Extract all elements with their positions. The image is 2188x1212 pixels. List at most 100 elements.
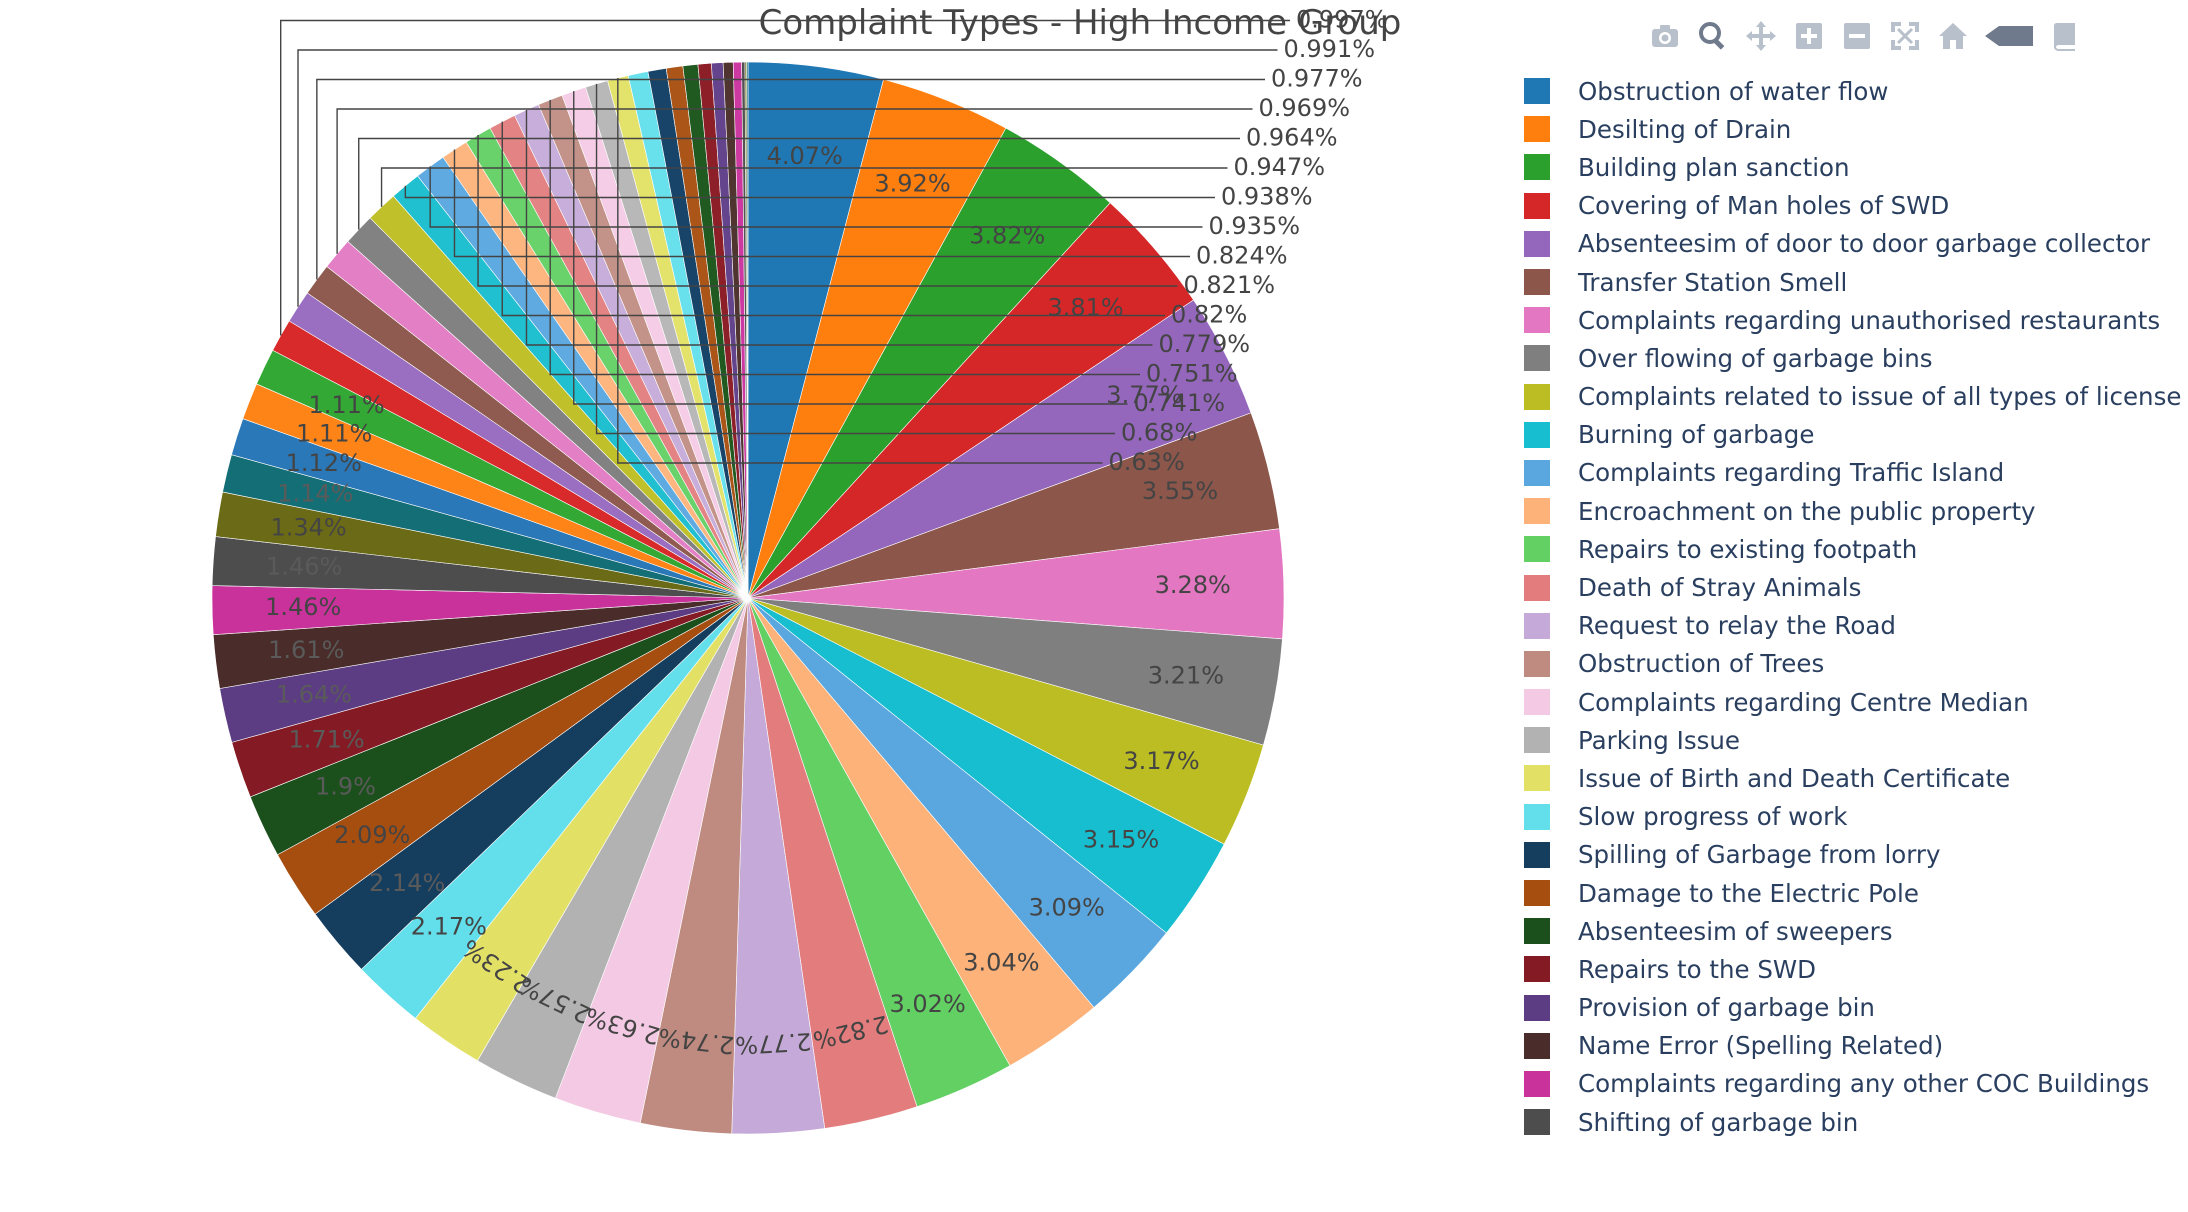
legend-swatch bbox=[1524, 574, 1550, 601]
slice-label: 2.09% bbox=[334, 821, 410, 849]
legend-item[interactable]: Slow progress of work bbox=[1524, 798, 2181, 836]
legend-item[interactable]: Over flowing of garbage bins bbox=[1524, 339, 2181, 377]
legend-item[interactable]: Complaints related to issue of all types… bbox=[1524, 378, 2181, 416]
legend-label: Provision of garbage bin bbox=[1578, 993, 1875, 1023]
legend-swatch bbox=[1524, 880, 1550, 907]
legend-item[interactable]: Obstruction of Trees bbox=[1524, 645, 2181, 683]
slice-label: 3.09% bbox=[1029, 893, 1105, 921]
leader-line bbox=[525, 109, 1153, 346]
slice-label: 0.935% bbox=[1209, 212, 1301, 240]
leader-line bbox=[358, 137, 1240, 230]
slice-label: 3.77% bbox=[1106, 381, 1182, 409]
slice-label: 0.969% bbox=[1259, 94, 1351, 122]
legend-item[interactable]: Encroachment on the public property bbox=[1524, 492, 2181, 530]
slice-label: 0.741% bbox=[1134, 389, 1226, 417]
leader-line bbox=[429, 166, 1203, 228]
leader-lines bbox=[280, 19, 1290, 464]
legend-swatch bbox=[1524, 803, 1550, 830]
legend-item[interactable]: Desilting of Drain bbox=[1524, 110, 2181, 148]
legend-item[interactable]: Damage to the Electric Pole bbox=[1524, 874, 2181, 912]
legend-swatch bbox=[1524, 421, 1550, 448]
slice-label: 1.61% bbox=[268, 636, 344, 664]
slice-label: 1.71% bbox=[288, 726, 364, 754]
legend-swatch bbox=[1524, 116, 1550, 143]
legend-swatch bbox=[1524, 536, 1550, 563]
slice-label: 0.964% bbox=[1246, 124, 1338, 152]
legend-item[interactable]: Complaints regarding Centre Median bbox=[1524, 683, 2181, 721]
legend-label: Issue of Birth and Death Certificate bbox=[1578, 763, 2011, 793]
legend-swatch bbox=[1524, 650, 1550, 677]
legend-swatch bbox=[1524, 78, 1550, 105]
legend-swatch bbox=[1524, 269, 1550, 296]
legend-item[interactable]: Complaints regarding unauthorised restau… bbox=[1524, 301, 2181, 339]
slice-label: 1.14% bbox=[277, 479, 353, 507]
legend-item[interactable]: Absenteesim of sweepers bbox=[1524, 912, 2181, 950]
slice-label: 3.04% bbox=[963, 949, 1039, 977]
legend-swatch bbox=[1524, 383, 1550, 410]
slice-label: 0.68% bbox=[1121, 419, 1197, 447]
slice-label: 0.938% bbox=[1221, 183, 1313, 211]
legend-item[interactable]: Building plan sanction bbox=[1524, 148, 2181, 186]
legend-label: Desilting of Drain bbox=[1578, 114, 1792, 144]
legend-swatch bbox=[1524, 1109, 1550, 1136]
pie-slice[interactable] bbox=[746, 61, 749, 599]
slice-label: 3.02% bbox=[890, 990, 966, 1018]
legend-item[interactable]: Repairs to existing footpath bbox=[1524, 530, 2181, 568]
slice-label: 0.82% bbox=[1171, 301, 1247, 329]
slice-label: 3.21% bbox=[1148, 661, 1224, 689]
slice-label: 3.17% bbox=[1123, 747, 1199, 775]
slice-label: 3.82% bbox=[969, 221, 1045, 249]
slice-label: 0.977% bbox=[1271, 65, 1363, 93]
slice-label: 3.15% bbox=[1083, 825, 1159, 853]
legend-swatch bbox=[1524, 689, 1550, 716]
slice-label: 3.81% bbox=[1047, 293, 1123, 321]
pan-icon[interactable] bbox=[1741, 16, 1781, 56]
camera-icon[interactable] bbox=[1645, 16, 1685, 56]
home-icon[interactable] bbox=[1933, 16, 1973, 56]
legend-item[interactable]: Death of Stray Animals bbox=[1524, 568, 2181, 606]
slice-labels: 4.07% 3.92% 3.82% 3.81% 3.77% 3.55% 3.28% 3.21%… bbox=[265, 6, 1387, 1060]
legend-item[interactable]: Transfer Station Smell bbox=[1524, 263, 2181, 301]
legend-item[interactable]: Burning of garbage bbox=[1524, 416, 2181, 454]
slice-label: 3.55% bbox=[1142, 477, 1218, 505]
legend-swatch bbox=[1524, 307, 1550, 334]
legend-label: Over flowing of garbage bins bbox=[1578, 343, 1933, 373]
legend-item[interactable]: Complaints regarding any other COC Build… bbox=[1524, 1065, 2181, 1103]
leader-line bbox=[595, 83, 1115, 435]
legend-swatch bbox=[1524, 230, 1550, 257]
legend-item[interactable]: Covering of Man holes of SWD bbox=[1524, 187, 2181, 225]
legend-label: Repairs to existing footpath bbox=[1578, 534, 1918, 564]
legend-item[interactable]: Obstruction of water flow bbox=[1524, 72, 2181, 110]
slice-label: 0.63% bbox=[1109, 448, 1185, 476]
legend-label: Parking Issue bbox=[1578, 725, 1740, 755]
leader-line bbox=[501, 121, 1165, 317]
slice-label: 0.779% bbox=[1159, 330, 1251, 358]
legend-item[interactable]: Name Error (Spelling Related) bbox=[1524, 1027, 2181, 1065]
legend-label: Death of Stray Animals bbox=[1578, 573, 1862, 603]
slice-label: 0.824% bbox=[1196, 242, 1288, 270]
legend-item[interactable]: Shifting of garbage bin bbox=[1524, 1103, 2181, 1141]
legend-item[interactable]: Complaints regarding Traffic Island bbox=[1524, 454, 2181, 492]
legend-item[interactable]: Issue of Birth and Death Certificate bbox=[1524, 759, 2181, 797]
toggle-spike-icon[interactable] bbox=[1981, 16, 2037, 56]
legend: Obstruction of water flow Desilting of Dr… bbox=[1524, 72, 2181, 1141]
autoscale-icon[interactable] bbox=[1885, 16, 1925, 56]
legend-swatch bbox=[1524, 612, 1550, 639]
chart-title: Complaint Types - High Income Group bbox=[759, 3, 1402, 43]
legend-item[interactable]: Request to relay the Road bbox=[1524, 607, 2181, 645]
data-icon[interactable] bbox=[2045, 16, 2085, 56]
legend-item[interactable]: Provision of garbage bin bbox=[1524, 989, 2181, 1027]
zoom-out-icon[interactable] bbox=[1837, 16, 1877, 56]
zoom-icon[interactable] bbox=[1693, 16, 1733, 56]
pie-slices bbox=[211, 61, 1285, 1135]
slice-label: 1.9% bbox=[315, 772, 376, 800]
legend-label: Absenteesim of sweepers bbox=[1578, 916, 1893, 946]
legend-item[interactable]: Parking Issue bbox=[1524, 721, 2181, 759]
slice-label: 0.947% bbox=[1234, 153, 1326, 181]
legend-item[interactable]: Spilling of Garbage from lorry bbox=[1524, 836, 2181, 874]
zoom-in-icon[interactable] bbox=[1789, 16, 1829, 56]
leader-line bbox=[404, 185, 1215, 199]
legend-item[interactable]: Repairs to the SWD bbox=[1524, 950, 2181, 988]
legend-item[interactable]: Absenteesim of door to door garbage coll… bbox=[1524, 225, 2181, 263]
legend-label: Shifting of garbage bin bbox=[1578, 1107, 1859, 1137]
